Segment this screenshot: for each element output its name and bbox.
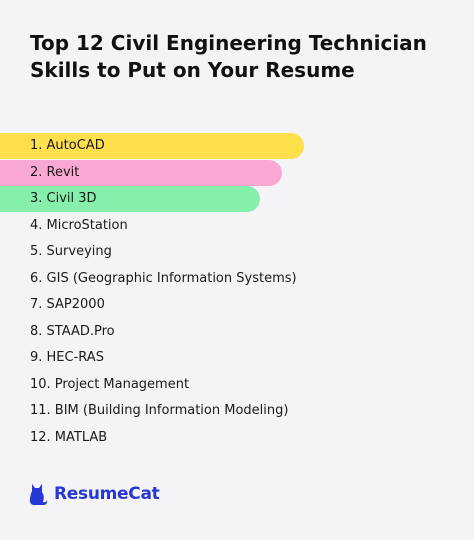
skill-item: 4. MicroStation: [30, 217, 128, 233]
skill-item: 1. AutoCAD: [0, 133, 304, 159]
title: Top 12 Civil Engineering Technician Skil…: [30, 31, 427, 82]
skill-item: 8. STAAD.Pro: [30, 323, 115, 339]
skill-item: 11. BIM (Building Information Modeling): [30, 403, 289, 418]
skill-item: 10. Project Management: [30, 376, 190, 392]
skill-item: 7. SAP2000: [30, 297, 105, 312]
skill-item: 6. GIS (Geographic Information Systems): [30, 270, 297, 286]
logo: ResumeCat: [28, 482, 160, 506]
skill-item: 3. Civil 3D: [0, 186, 260, 212]
skill-item: 9. HEC-RAS: [30, 350, 104, 365]
skill-item: 2. Revit: [0, 159, 282, 186]
skill-item: 5. Surveying: [30, 244, 112, 259]
skill-item: 12. MATLAB: [30, 429, 108, 445]
cat-icon: [29, 484, 48, 505]
skill-list: 1. AutoCAD 2. Revit 3. Civil 3D 4. Micro…: [0, 133, 304, 451]
brand-name: ResumeCat: [54, 484, 160, 504]
